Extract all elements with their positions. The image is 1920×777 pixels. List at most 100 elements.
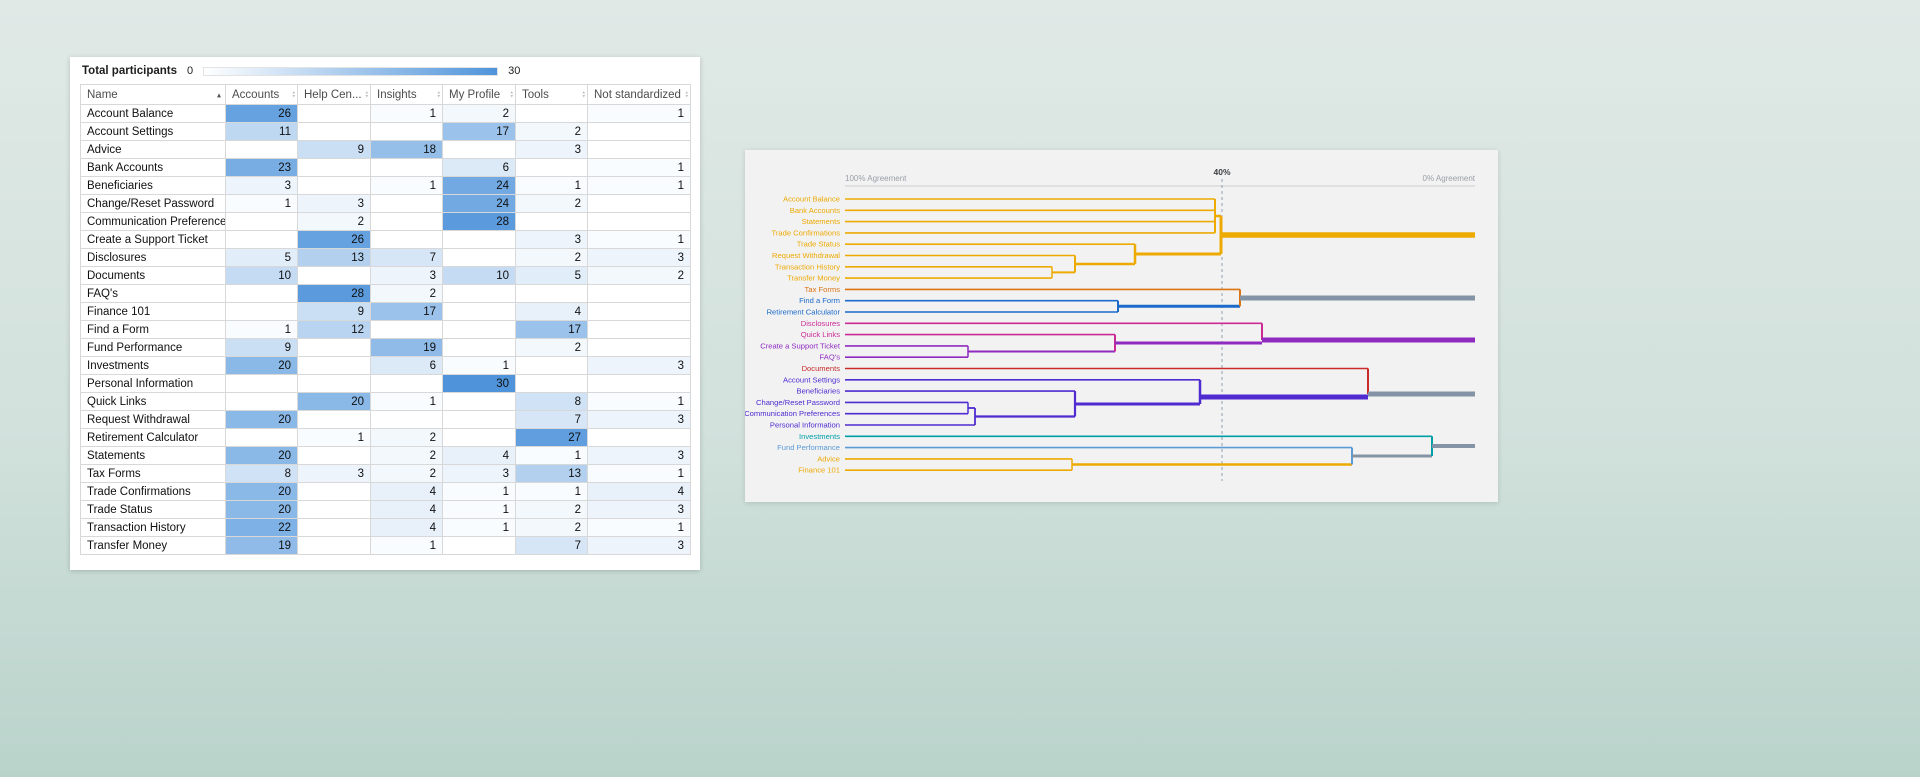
heat-cell: 2 xyxy=(370,428,443,447)
dendrogram-panel: 100% Agreement 40% 0% Agreement Account … xyxy=(744,150,1498,502)
heat-cell xyxy=(225,230,298,249)
table-row: Documents 10 3 10 5 2 xyxy=(80,266,691,285)
heat-cell xyxy=(587,194,691,213)
heat-cell: 19 xyxy=(225,536,298,555)
heat-cell: 2 xyxy=(587,266,691,285)
row-name-cell: Trade Confirmations xyxy=(80,482,226,501)
dendrogram-item-label: Bank Accounts xyxy=(790,206,840,215)
heat-cell: 2 xyxy=(515,338,588,357)
table-row: Disclosures 5 13 7 2 3 xyxy=(80,248,691,267)
row-name-cell: Finance 101 xyxy=(80,302,226,321)
heat-cell xyxy=(515,158,588,177)
heat-cell xyxy=(370,212,443,231)
heat-cell: 3 xyxy=(587,248,691,267)
row-name-cell: Request Withdrawal xyxy=(80,410,226,429)
heat-cell xyxy=(587,374,691,393)
heat-cell: 1 xyxy=(297,428,371,447)
heat-cell: 4 xyxy=(370,500,443,519)
row-name-cell: Account Balance xyxy=(80,104,226,123)
row-name-cell: Change/Reset Password xyxy=(80,194,226,213)
sort-icon: ▴ ▾ xyxy=(685,89,688,100)
heat-cell xyxy=(587,428,691,447)
table-row: Transaction History 22 4 1 2 1 xyxy=(80,518,691,537)
heat-cell: 18 xyxy=(370,140,443,159)
heat-cell: 1 xyxy=(370,536,443,555)
dendrogram-item-label: Investments xyxy=(799,432,840,441)
heat-cell: 10 xyxy=(442,266,516,285)
heat-cell xyxy=(297,356,371,375)
row-name-cell: Account Settings xyxy=(80,122,226,141)
legend-max-value: 30 xyxy=(508,65,521,77)
heat-cell xyxy=(442,410,516,429)
heat-cell: 30 xyxy=(442,374,516,393)
heat-cell: 3 xyxy=(587,356,691,375)
sort-icon: ▴ ▾ xyxy=(582,89,585,100)
axis-label-0-agreement: 0% Agreement xyxy=(1423,174,1476,183)
dendrogram-item-label: Advice xyxy=(817,454,840,463)
sort-icon: ▴ ▾ xyxy=(292,89,295,100)
heat-cell xyxy=(370,320,443,339)
table-row: Fund Performance 9 19 2 xyxy=(80,338,691,357)
heat-cell: 28 xyxy=(442,212,516,231)
heat-cell: 8 xyxy=(225,464,298,483)
heat-cell xyxy=(515,374,588,393)
heat-cell: 5 xyxy=(515,266,588,285)
heat-cell xyxy=(297,374,371,393)
heat-cell: 23 xyxy=(225,158,298,177)
row-name-cell: Advice xyxy=(80,140,226,159)
table-row: Investments 20 6 1 3 xyxy=(80,356,691,375)
column-header-name[interactable]: Name ▴ xyxy=(80,84,226,105)
heat-cell: 19 xyxy=(370,338,443,357)
heat-cell: 13 xyxy=(515,464,588,483)
heat-gradient-bar xyxy=(203,66,499,76)
heat-cell: 1 xyxy=(442,356,516,375)
column-header-accounts[interactable]: Accounts ▴ ▾ xyxy=(225,84,298,105)
heat-cell: 2 xyxy=(515,248,588,267)
heat-cell: 20 xyxy=(225,356,298,375)
heat-cell: 1 xyxy=(442,482,516,501)
column-header-label: Accounts xyxy=(232,88,280,101)
column-header-my-profile[interactable]: My Profile ▴ ▾ xyxy=(442,84,516,105)
heat-cell xyxy=(297,446,371,465)
dendrogram-item-label: Change/Reset Password xyxy=(756,398,840,407)
heat-cell: 3 xyxy=(225,176,298,195)
heat-cell: 8 xyxy=(515,392,588,411)
dendrogram-content: Account Balance Bank Accounts Statements Tr… xyxy=(744,195,1475,475)
column-header-tools[interactable]: Tools ▴ ▾ xyxy=(515,84,588,105)
heat-cell xyxy=(297,482,371,501)
heat-cell: 26 xyxy=(225,104,298,123)
sort-icon: ▴ ▾ xyxy=(365,89,368,100)
column-header-insights[interactable]: Insights ▴ ▾ xyxy=(370,84,443,105)
column-header-not-standardized[interactable]: Not standardized ▴ ▾ xyxy=(587,84,691,105)
column-header-help-cen[interactable]: Help Cen... ▴ ▾ xyxy=(297,84,371,105)
row-name-cell: Communication Preferences xyxy=(80,212,226,231)
heat-cell xyxy=(225,140,298,159)
heat-cell: 2 xyxy=(442,104,516,123)
heat-cell: 7 xyxy=(515,536,588,555)
heat-cell: 28 xyxy=(297,284,371,303)
dendrogram-item-label: FAQ's xyxy=(820,353,841,362)
heat-cell xyxy=(297,500,371,519)
heat-cell: 20 xyxy=(225,446,298,465)
heat-cell: 2 xyxy=(515,518,588,537)
row-name-cell: Documents xyxy=(80,266,226,285)
table-row: Account Settings 11 17 2 xyxy=(80,122,691,141)
heat-cell xyxy=(297,176,371,195)
table-row: Communication Preferences 2 28 xyxy=(80,212,691,231)
dendrogram-item-label: Disclosures xyxy=(801,319,840,328)
heat-cell xyxy=(587,338,691,357)
row-name-cell: Retirement Calculator xyxy=(80,428,226,447)
heat-cell: 1 xyxy=(587,230,691,249)
heat-cell: 1 xyxy=(370,392,443,411)
heat-cell: 1 xyxy=(587,176,691,195)
column-header-label: Insights xyxy=(377,88,417,101)
table-row: Quick Links 20 1 8 1 xyxy=(80,392,691,411)
agreement-marker-label[interactable]: 40% xyxy=(1213,167,1230,177)
dendrogram-item-label: Account Balance xyxy=(783,195,840,204)
heat-cell xyxy=(225,392,298,411)
heat-cell: 4 xyxy=(515,302,588,321)
row-name-cell: Quick Links xyxy=(80,392,226,411)
heat-cell: 3 xyxy=(297,194,371,213)
sort-icon: ▴ ▾ xyxy=(510,89,513,100)
